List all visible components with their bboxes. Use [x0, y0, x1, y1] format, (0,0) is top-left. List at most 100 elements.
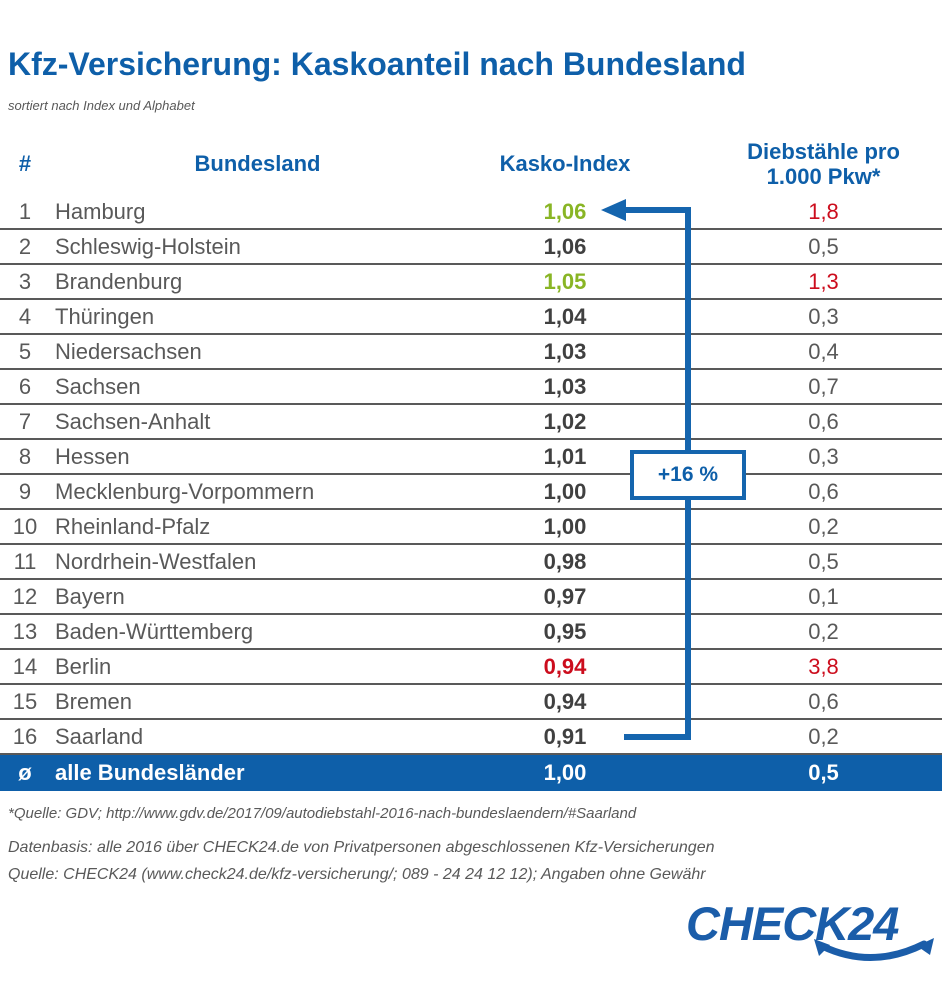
rank-cell: 16 — [12, 723, 38, 749]
table-body: 1 Hamburg 1,06 1,8 2 Schleswig-Holstein 1,06 0,… — [0, 195, 942, 755]
thefts-cell: 0,3 — [808, 303, 839, 329]
state-cell: Thüringen — [55, 303, 155, 329]
state-cell: Nordrhein-Westfalen — [55, 548, 257, 574]
rank-cell: 6 — [18, 373, 32, 399]
check24-swoosh-icon — [814, 938, 934, 961]
thefts-cell: 0,5 — [808, 548, 839, 574]
thefts-cell: 0,2 — [808, 618, 839, 644]
rank-cell: 5 — [18, 338, 32, 364]
table-row: 2 Schleswig-Holstein 1,06 0,5 — [0, 230, 942, 265]
header-rank: # — [18, 151, 32, 176]
thefts-cell: 0,6 — [808, 408, 839, 434]
annotation-label: +16 % — [657, 463, 719, 486]
rank-cell: 14 — [12, 653, 38, 679]
index-cell: 1,03 — [543, 373, 587, 399]
thefts-cell: 0,2 — [808, 513, 839, 539]
table-row: 1 Hamburg 1,06 1,8 — [0, 195, 942, 230]
thefts-cell: 3,8 — [808, 653, 839, 679]
index-cell: 0,97 — [543, 583, 587, 609]
footnote-theft-source: *Quelle: GDV; http://www.gdv.de/2017/09/… — [8, 805, 637, 822]
rank-cell: 10 — [12, 513, 38, 539]
state-cell: Brandenburg — [55, 268, 183, 294]
rank-cell: 8 — [18, 443, 32, 469]
table-row: 5 Niedersachsen 1,03 0,4 — [0, 335, 942, 370]
index-cell: 1,06 — [543, 198, 587, 224]
page-subtitle: sortiert nach Index und Alphabet — [8, 98, 195, 113]
thefts-cell: 0,1 — [808, 583, 839, 609]
index-cell: 1,05 — [543, 268, 587, 294]
table-row: 15 Bremen 0,94 0,6 — [0, 685, 942, 720]
table-row: 13 Baden-Württemberg 0,95 0,2 — [0, 615, 942, 650]
state-cell: Hamburg — [55, 198, 146, 224]
summary-state: alle Bundesländer — [55, 760, 245, 785]
table-row: 4 Thüringen 1,04 0,3 — [0, 300, 942, 335]
table-row: 7 Sachsen-Anhalt 1,02 0,6 — [0, 405, 942, 440]
index-cell: 1,03 — [543, 338, 587, 364]
state-cell: Berlin — [55, 653, 112, 679]
footnote-databasis: Datenbasis: alle 2016 über CHECK24.de vo… — [8, 839, 715, 856]
header-kasko-index: Kasko-Index — [499, 151, 631, 176]
thefts-cell: 0,7 — [808, 373, 839, 399]
index-cell: 0,95 — [543, 618, 587, 644]
rank-cell: 15 — [12, 688, 38, 714]
thefts-cell: 0,4 — [808, 338, 839, 364]
summary-row: ø alle Bundesländer 1,00 0,5 — [0, 755, 942, 791]
state-cell: Schleswig-Holstein — [55, 233, 241, 259]
rank-cell: 1 — [18, 198, 32, 224]
thefts-cell: 0,5 — [808, 233, 839, 259]
check24-logo-text: CHECK24 — [686, 897, 899, 950]
thefts-cell: 0,3 — [808, 443, 839, 469]
table-row: 3 Brandenburg 1,05 1,3 — [0, 265, 942, 300]
thefts-cell: 1,8 — [808, 198, 839, 224]
index-cell: 0,94 — [543, 653, 587, 679]
table-row: 11 Nordrhein-Westfalen 0,98 0,5 — [0, 545, 942, 580]
rank-cell: 9 — [18, 478, 32, 504]
header-diebstaehle: Diebstähle pro 1.000 Pkw* — [665, 139, 942, 190]
summary-thefts: 0,5 — [808, 760, 839, 785]
thefts-cell: 0,6 — [808, 478, 839, 504]
index-cell: 0,91 — [543, 723, 587, 749]
footnotes: *Quelle: GDV; http://www.gdv.de/2017/09/… — [8, 804, 715, 884]
state-cell: Bayern — [55, 583, 125, 609]
rank-cell: 13 — [12, 618, 38, 644]
table-row: 12 Bayern 0,97 0,1 — [0, 580, 942, 615]
table-header-row: # Bundesland Kasko-Index Diebstähle pro … — [0, 133, 942, 195]
rank-cell: 2 — [18, 233, 32, 259]
state-cell: Mecklenburg-Vorpommern — [55, 478, 315, 504]
rank-cell: 12 — [12, 583, 38, 609]
table-row: 6 Sachsen 1,03 0,7 — [0, 370, 942, 405]
index-cell: 1,00 — [543, 478, 587, 504]
summary-index: 1,00 — [543, 760, 587, 785]
state-cell: Saarland — [55, 723, 144, 749]
header-bundesland: Bundesland — [194, 151, 321, 176]
rank-cell: 11 — [13, 548, 37, 574]
state-cell: Sachsen-Anhalt — [55, 408, 211, 434]
index-cell: 1,01 — [543, 443, 587, 469]
state-cell: Baden-Württemberg — [55, 618, 254, 644]
footnote-check24-source: Quelle: CHECK24 (www.check24.de/kfz-vers… — [8, 866, 706, 883]
thefts-cell: 0,2 — [808, 723, 839, 749]
index-cell: 0,94 — [543, 688, 587, 714]
index-cell: 1,06 — [543, 233, 587, 259]
state-cell: Bremen — [55, 688, 133, 714]
state-cell: Niedersachsen — [55, 338, 202, 364]
page-title: Kfz-Versicherung: Kaskoanteil nach Bunde… — [8, 46, 746, 82]
table-row: 10 Rheinland-Pfalz 1,00 0,2 — [0, 510, 942, 545]
state-cell: Hessen — [55, 443, 130, 469]
thefts-cell: 0,6 — [808, 688, 839, 714]
state-cell: Rheinland-Pfalz — [55, 513, 211, 539]
rank-cell: 7 — [18, 408, 32, 434]
index-cell: 1,02 — [543, 408, 587, 434]
rank-cell: 3 — [18, 268, 32, 294]
index-cell: 1,00 — [543, 513, 587, 539]
index-cell: 1,04 — [543, 303, 587, 329]
header-diebstaehle-line2: 1.000 Pkw* — [766, 164, 881, 189]
table-row: 9 Mecklenburg-Vorpommern 1,00 0,6 — [0, 475, 942, 510]
index-cell: 0,98 — [543, 548, 587, 574]
summary-rank: ø — [18, 760, 32, 785]
state-cell: Sachsen — [55, 373, 141, 399]
header-diebstaehle-line1: Diebstähle pro — [747, 138, 900, 164]
kasko-table: # Bundesland Kasko-Index Diebstähle pro … — [0, 133, 942, 791]
rank-cell: 4 — [18, 303, 32, 329]
